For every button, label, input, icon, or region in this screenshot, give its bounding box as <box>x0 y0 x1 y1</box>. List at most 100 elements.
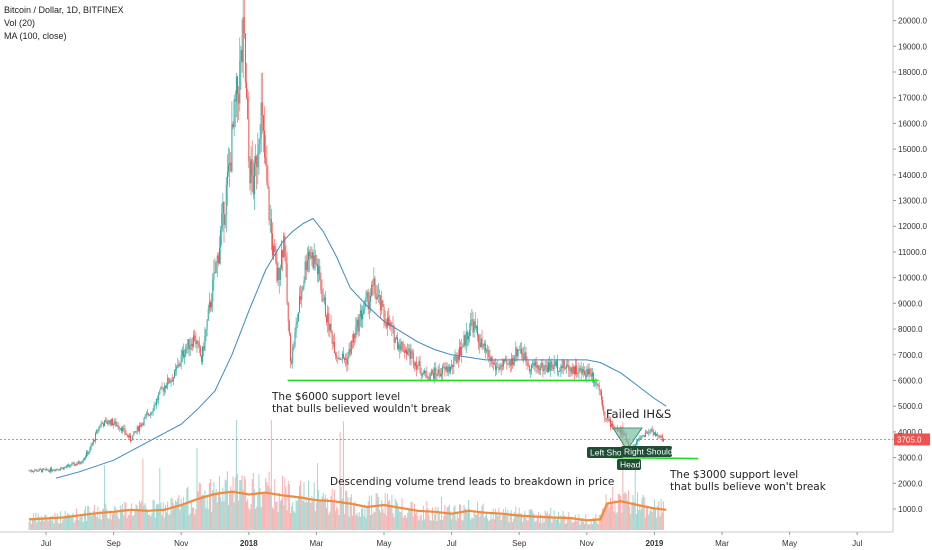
volume-bar <box>65 517 67 530</box>
volume-bar <box>253 489 255 530</box>
candle-body <box>483 343 485 347</box>
candle-body <box>454 356 456 357</box>
candle-body <box>283 235 285 258</box>
candle-body <box>384 318 386 324</box>
candle-body <box>270 219 272 234</box>
symbol-title[interactable]: Bitcoin / Dollar, 1D, BITFINEX <box>4 5 124 15</box>
candle-body <box>385 323 387 328</box>
candle-body <box>433 372 435 379</box>
candle-body <box>643 435 645 437</box>
candle-body <box>326 316 328 323</box>
volume-bar <box>388 501 390 530</box>
volume-bar <box>660 498 662 530</box>
candle-body <box>63 467 65 470</box>
candle-body <box>275 252 277 263</box>
candle-body <box>472 319 474 333</box>
volume-bar <box>265 478 267 530</box>
candle-body <box>136 426 138 432</box>
candle-body <box>203 346 205 351</box>
volume-bar <box>341 498 343 530</box>
volume-bar <box>451 519 453 530</box>
volume-bar <box>80 513 82 530</box>
candle-body <box>637 440 638 442</box>
time-axis[interactable]: Jul Sep Nov 2018 Mar May Jul Sep Nov 2019 Mar May Ju… <box>41 532 863 548</box>
candle-body <box>187 339 189 347</box>
volume-bar <box>348 516 350 530</box>
volume-bar <box>462 520 464 530</box>
volume-bar <box>463 504 465 530</box>
candle-body <box>422 373 424 374</box>
candle-body <box>656 434 658 436</box>
candle-body <box>87 452 89 455</box>
candle-body <box>480 338 482 348</box>
volume-bar <box>367 501 369 530</box>
candle-body <box>271 233 273 256</box>
candle-body <box>648 432 650 434</box>
volume-bar <box>495 508 497 530</box>
candle-body <box>200 355 202 362</box>
volume-bar <box>242 490 244 530</box>
candle-body <box>560 366 562 372</box>
volume-bar <box>603 509 605 530</box>
candle-body <box>484 343 486 352</box>
volume-bar <box>317 463 319 530</box>
volume-bar <box>244 479 246 530</box>
candle-body <box>152 410 154 412</box>
candle-body <box>635 441 637 446</box>
candle-body <box>558 370 560 372</box>
volume-bar <box>434 513 436 530</box>
volume-bar <box>422 505 424 530</box>
candle-body <box>360 310 362 320</box>
volume-bar <box>562 510 564 530</box>
candle-body <box>257 153 259 168</box>
volume-bar <box>222 487 224 530</box>
volume-bar <box>195 508 197 530</box>
price-axis[interactable]: 1000.0 2000.0 3000.0 4000.0 5000.0 6000.0 7000… <box>893 17 927 514</box>
volume-bar <box>506 515 508 530</box>
candle-body <box>608 419 610 421</box>
volume-bar <box>275 501 277 530</box>
volume-bar <box>347 497 349 530</box>
candle-body <box>427 377 429 379</box>
price-tick-label: 16000.0 <box>898 119 927 128</box>
volume-bar <box>646 506 648 530</box>
volume-indicator-label[interactable]: Vol (20) <box>4 18 36 28</box>
candle-body <box>91 443 93 446</box>
volume-bar <box>638 509 640 530</box>
candle-body <box>495 364 497 371</box>
volume-bar <box>644 517 646 530</box>
volume-bar <box>540 513 542 530</box>
candle-body <box>340 359 342 361</box>
volume-bar <box>569 518 571 530</box>
candle-body <box>395 337 397 339</box>
candle-body <box>158 394 160 400</box>
volume-bar <box>474 514 476 530</box>
candle-body <box>31 471 33 472</box>
candle-body <box>392 325 394 327</box>
volume-bar <box>614 500 616 530</box>
candle-body <box>285 256 287 264</box>
candle-body <box>520 349 522 355</box>
volume-bar <box>577 521 579 530</box>
candle-body <box>68 464 70 466</box>
time-tick-label: 2019 <box>646 539 664 548</box>
candle-body <box>498 366 500 370</box>
volume-bars <box>28 420 664 530</box>
candle-body <box>40 469 42 472</box>
volume-bar <box>417 515 419 530</box>
volume-bar <box>552 516 554 530</box>
volume-bar <box>72 512 74 530</box>
candle-body <box>181 350 183 356</box>
volume-bar <box>633 502 635 530</box>
volume-bar <box>303 482 305 530</box>
candle-body <box>646 432 648 434</box>
candle-body <box>389 322 391 326</box>
volume-bar <box>535 520 537 530</box>
ma-indicator-label[interactable]: MA (100, close) <box>4 31 67 41</box>
volume-bar <box>509 513 511 530</box>
candle-body <box>641 435 643 437</box>
candle-body <box>408 348 410 352</box>
candle-body <box>320 279 322 291</box>
candle-body <box>170 380 172 383</box>
